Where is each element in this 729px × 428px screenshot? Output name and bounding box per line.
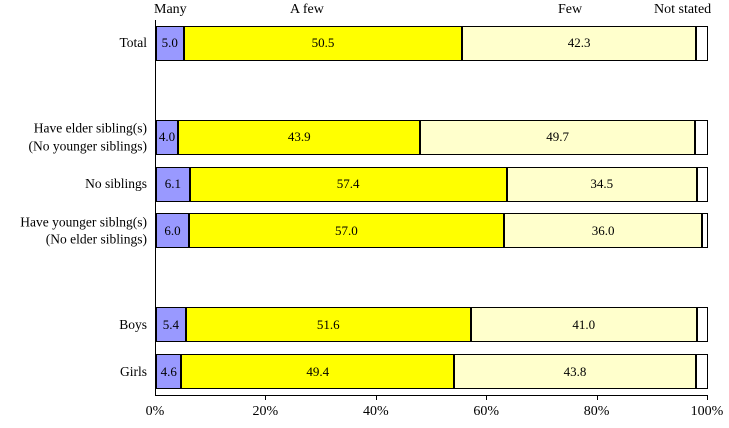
category-label: Girls — [0, 363, 147, 381]
plot-area — [155, 20, 708, 395]
x-axis-tick-label: 40% — [362, 404, 389, 419]
category-label: No siblings — [0, 175, 147, 193]
category-label-line: Total — [119, 35, 147, 51]
bar-segment-few: 36.0 — [503, 213, 703, 249]
bar-segment-few: 34.5 — [506, 166, 697, 202]
x-axis-tick-mark — [486, 395, 488, 400]
bar-segment-many: 4.6 — [156, 354, 182, 390]
category-label-line: Girls — [120, 363, 147, 379]
category-label: Total — [0, 35, 147, 53]
bar-segment-not-stated — [695, 25, 708, 61]
bar-segment-few: 42.3 — [462, 25, 696, 61]
category-label-line: No siblings — [85, 176, 147, 192]
x-axis-tick-label: 60% — [473, 404, 500, 419]
bar-segment-many: 5.0 — [156, 25, 184, 61]
series-header-many: Many — [154, 2, 187, 17]
bar-segment-few: 43.8 — [454, 354, 696, 390]
category-label: Boys — [0, 316, 147, 334]
bar-segment-few: 41.0 — [470, 307, 697, 343]
bar-segment-many: 6.1 — [156, 166, 190, 202]
x-axis-tick-label: 0% — [145, 404, 165, 419]
bar-segment-not-stated — [696, 307, 708, 343]
x-axis-tick-mark — [596, 395, 598, 400]
series-header-few: Few — [558, 2, 583, 17]
bar-segment-a-few: 49.4 — [181, 354, 455, 390]
bar-segment-many: 4.0 — [156, 119, 179, 155]
bar-segment-a-few: 51.6 — [185, 307, 471, 343]
bar-segment-a-few: 43.9 — [178, 119, 421, 155]
category-label: Have younger siblng(s) (No elder siblings… — [0, 213, 147, 248]
bar-segment-many: 6.0 — [156, 213, 190, 249]
bar-segment-not-stated — [694, 119, 708, 155]
bar-row: 5.4 51.6 41.0 — [156, 307, 708, 343]
bar-row: 5.0 50.5 42.3 — [156, 25, 708, 61]
bar-segment-a-few: 57.0 — [189, 213, 504, 249]
x-axis-tick-label: 20% — [252, 404, 279, 419]
bar-segment-not-stated — [695, 354, 708, 390]
series-header-not-stated: Not stated — [654, 2, 712, 17]
category-label: Have elder sibling(s) (No younger sibling… — [0, 120, 148, 155]
category-label-line: Have elder sibling(s) — [33, 120, 147, 136]
bar-segment-few: 49.7 — [420, 119, 695, 155]
category-label-line: (No elder siblings) — [45, 231, 147, 247]
bar-segment-a-few: 57.4 — [189, 166, 507, 202]
x-axis-line — [155, 395, 708, 396]
x-axis-tick-mark — [375, 395, 377, 400]
x-axis-tick-label: 100% — [690, 404, 724, 419]
category-label-line: Boys — [119, 316, 147, 332]
bar-segment-many: 5.4 — [156, 307, 186, 343]
bar-segment-not-stated — [696, 166, 708, 202]
series-header-a-few: A few — [290, 2, 324, 17]
bar-row: 4.0 43.9 49.7 — [156, 119, 708, 155]
x-axis-tick-mark — [265, 395, 267, 400]
x-axis-tick-mark — [707, 395, 708, 400]
bar-row: 6.0 57.0 36.0 — [156, 213, 708, 249]
category-label-line: (No younger siblings) — [28, 138, 148, 154]
bar-row: 6.1 57.4 34.5 — [156, 166, 708, 202]
bar-row: 4.6 49.4 43.8 — [156, 354, 708, 390]
category-label-line: Have younger siblng(s) — [20, 214, 147, 230]
bar-segment-a-few: 50.5 — [183, 25, 463, 61]
bar-segment-not-stated — [702, 213, 708, 249]
x-axis-tick-label: 80% — [583, 404, 610, 419]
